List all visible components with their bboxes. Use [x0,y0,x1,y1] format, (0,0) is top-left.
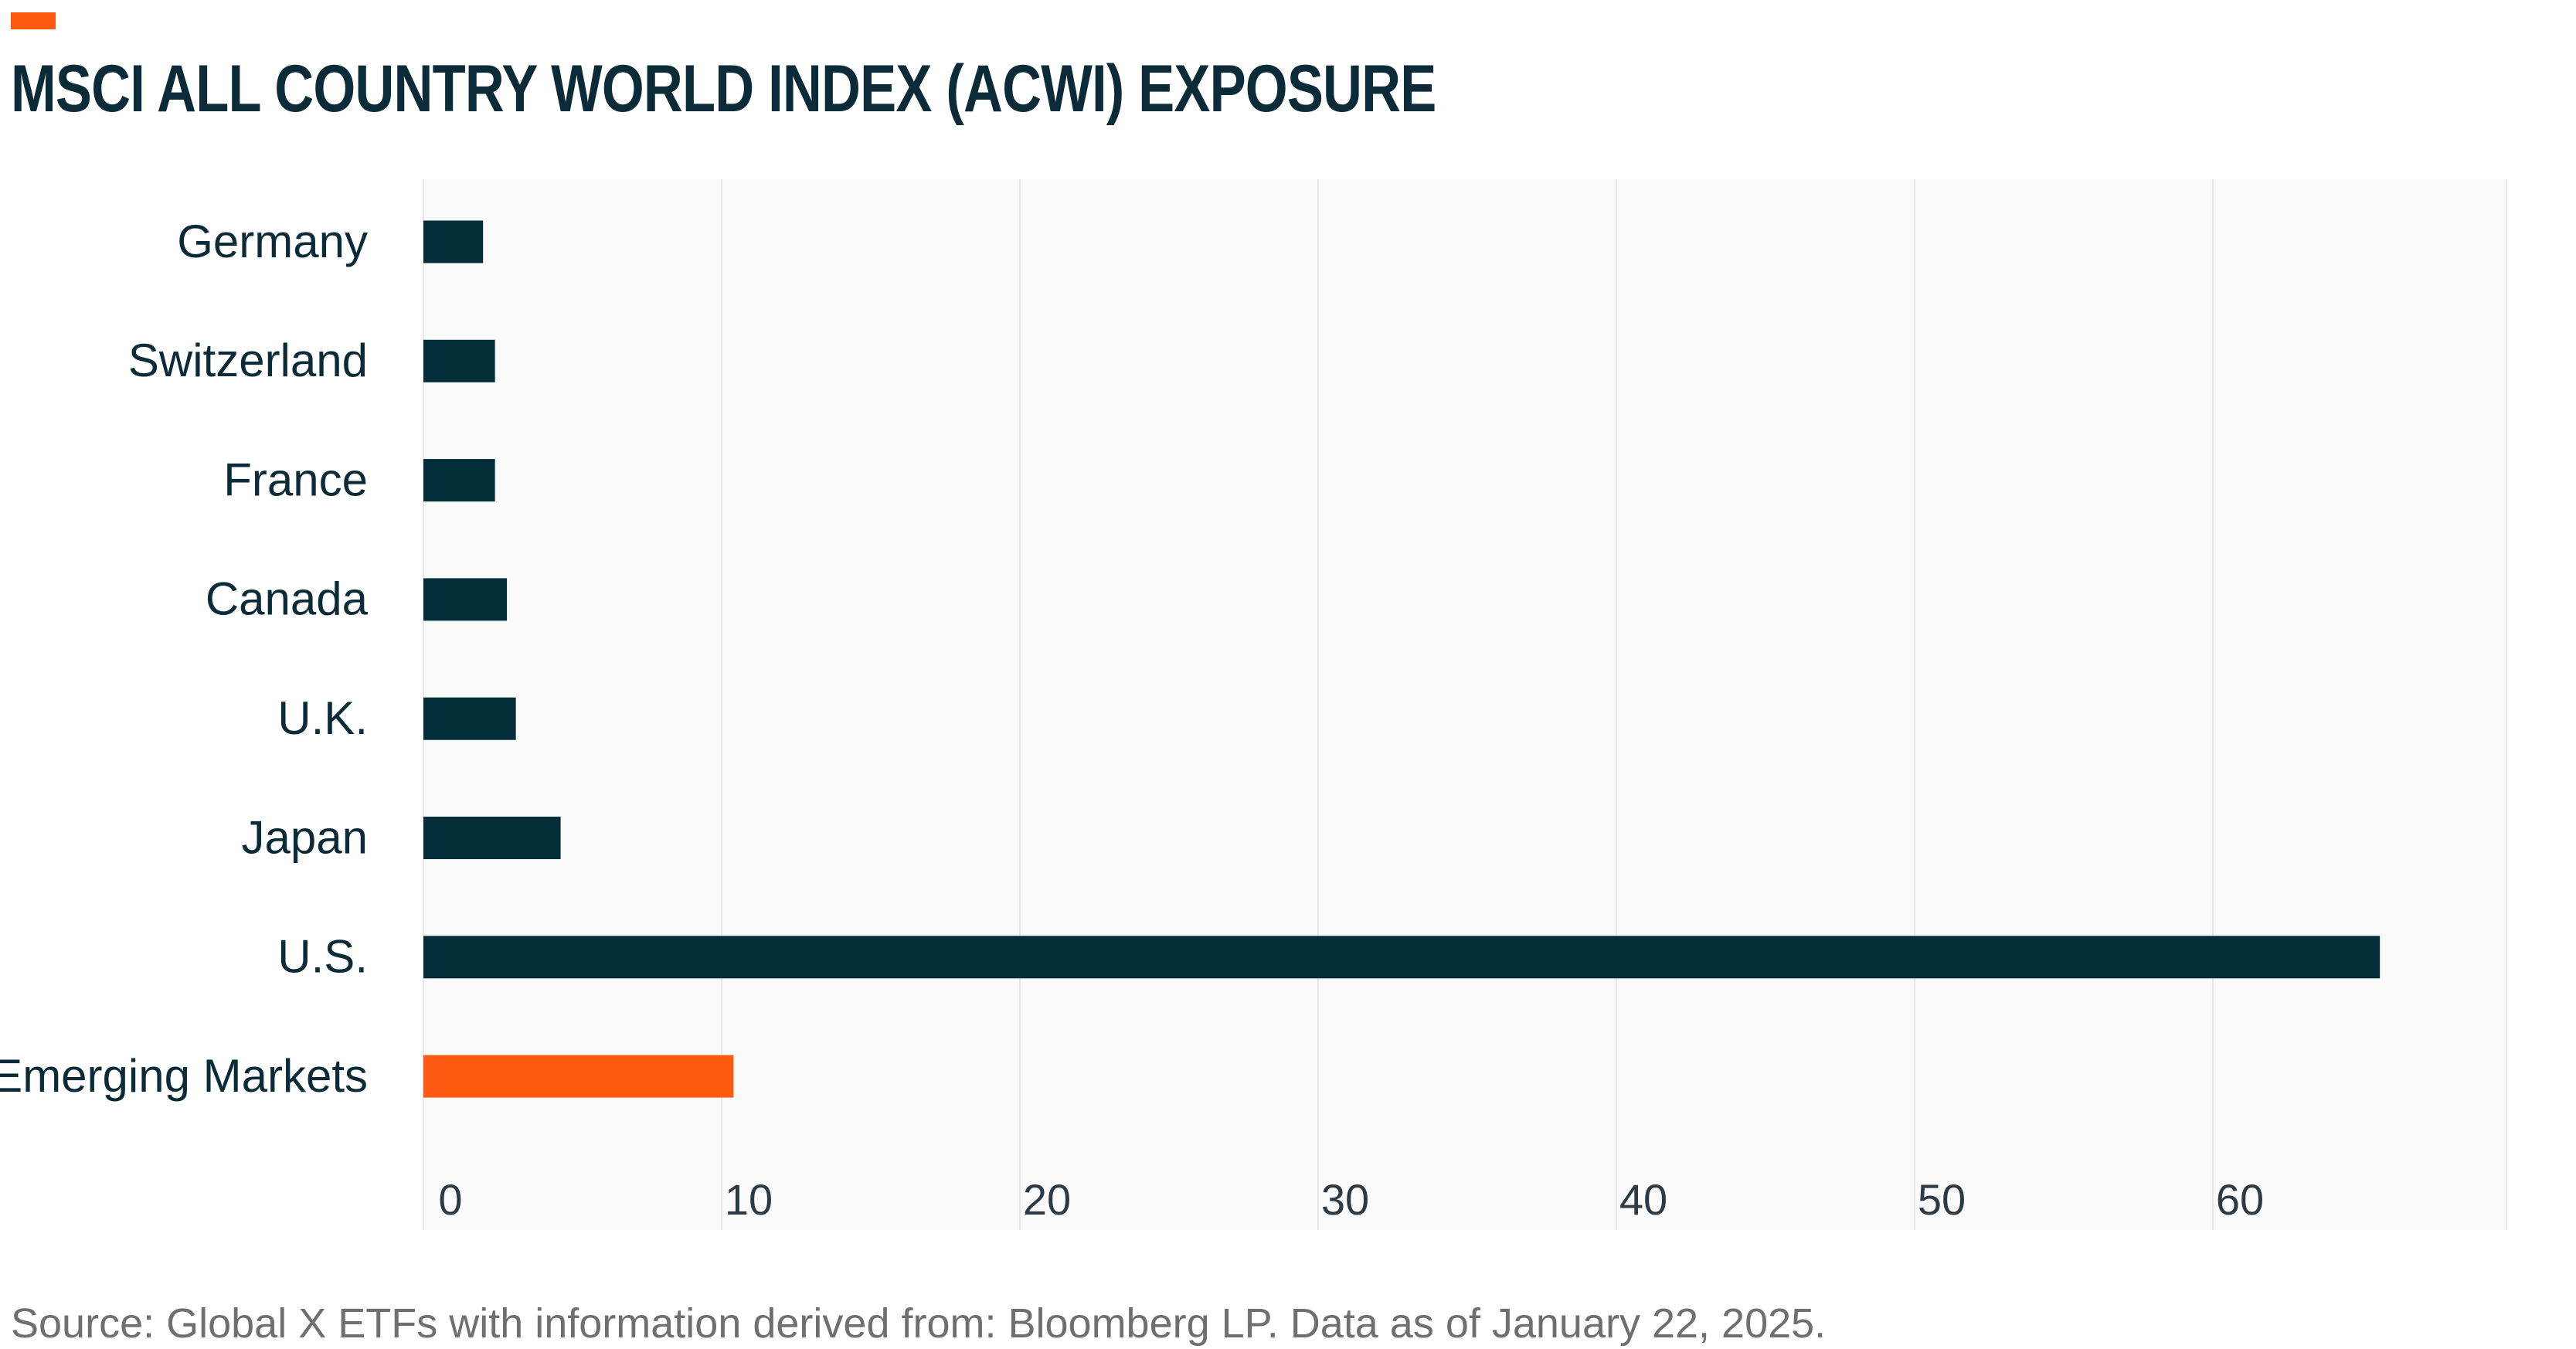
category-label: Emerging Markets [0,1050,368,1102]
x-tick-label: 50 [1918,1175,1966,1224]
x-tick-label: 0 [438,1175,462,1224]
category-label: Canada [206,573,369,625]
category-label: U.K. [277,692,368,744]
x-tick-label: 60 [2216,1175,2264,1224]
x-tick-label: 40 [1619,1175,1667,1224]
bar [423,697,516,740]
category-label: Germany [177,216,368,267]
x-tick-label: 10 [725,1175,773,1224]
x-tick-label: 30 [1321,1175,1369,1224]
category-label: Japan [242,811,368,863]
bar [423,339,495,382]
bar [423,817,561,859]
bar [423,220,484,263]
category-label: Switzerland [128,335,368,386]
bar [423,936,2381,979]
plot-background [423,179,2506,1230]
title-accent-bar [11,12,56,29]
chart-title: MSCI ALL COUNTRY WORLD INDEX (ACWI) EXPO… [11,52,1436,126]
category-label: France [223,454,368,505]
source-note: Source: Global X ETFs with information d… [11,1300,1827,1347]
bar [423,459,495,502]
category-label: U.S. [277,931,368,983]
bar [423,1055,734,1098]
bar [423,578,508,621]
x-tick-label: 20 [1023,1175,1071,1224]
